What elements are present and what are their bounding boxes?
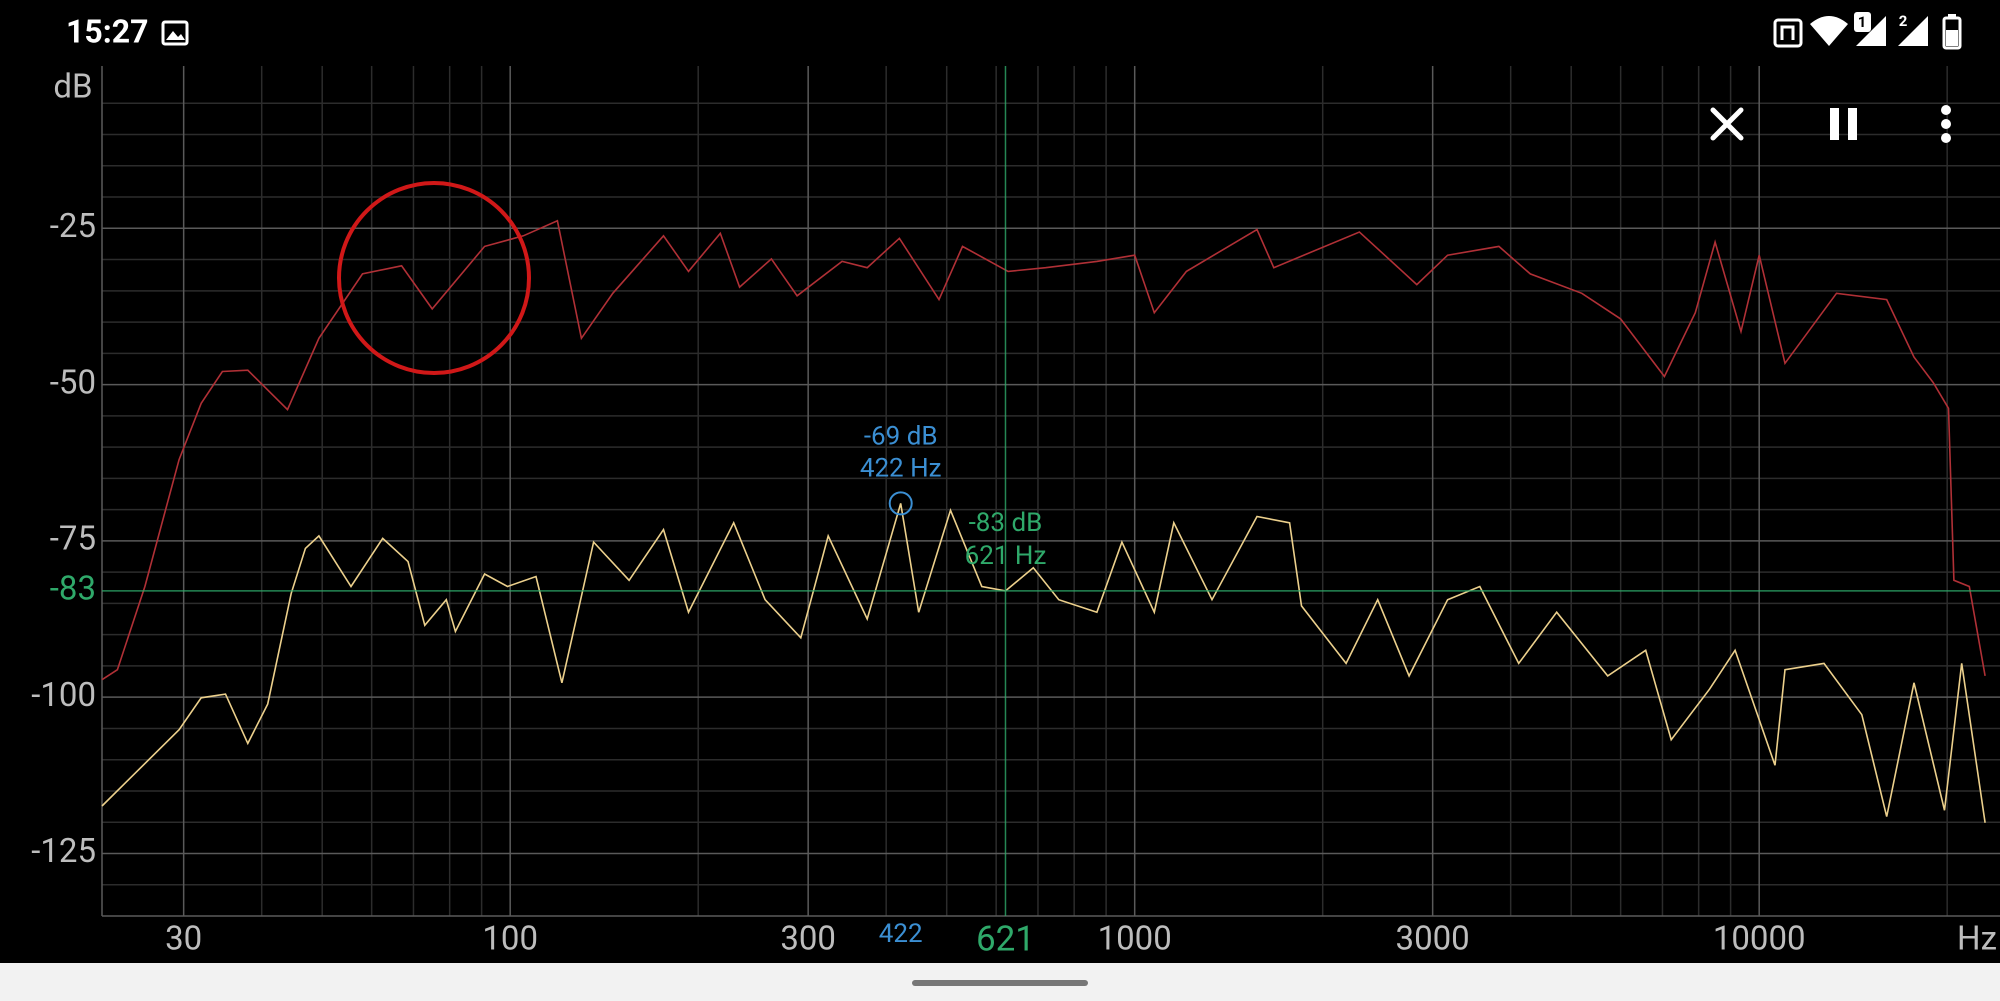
y-tick-label: -50	[50, 363, 96, 402]
nfc-icon	[1773, 18, 1803, 48]
wifi-icon	[1810, 16, 1848, 46]
y-tick-label: -25	[50, 207, 96, 246]
x-axis-label: Hz	[1957, 920, 1997, 959]
cursor-x-label: 621	[976, 918, 1035, 959]
background	[0, 0, 2000, 963]
sim-badge-text: 2	[1899, 12, 1908, 30]
cursor-db-label: -83 dB	[969, 508, 1043, 538]
peak-hz-label: 422 Hz	[860, 453, 942, 483]
signal-icon-2	[1898, 16, 1928, 46]
sim-badge	[1854, 12, 1871, 32]
sim-badge-text: 1	[1858, 13, 1867, 31]
peak-marker	[888, 491, 913, 516]
annotation-circle	[337, 181, 531, 375]
spectrum-line	[101, 219, 1986, 681]
y-axis-label: dB	[53, 68, 92, 107]
spectrum-line	[101, 503, 1986, 823]
status-time: 15:27	[66, 12, 148, 50]
home-handle[interactable]	[912, 980, 1088, 986]
signal-icon-1	[1856, 16, 1886, 46]
peak-x-label: 422	[879, 919, 923, 949]
battery-icon	[1942, 14, 1962, 50]
peak-db-label: -69 dB	[864, 421, 938, 451]
y-tick-label: -100	[31, 676, 96, 715]
close-button[interactable]	[1710, 107, 1744, 141]
x-tick-label: 100	[482, 920, 538, 959]
pause-button[interactable]	[1830, 108, 1857, 140]
plot: -25 -50 -75 -100 -125 30 100 300 1000 3000 10000 dB…	[31, 66, 2000, 959]
x-tick-label: 1000	[1098, 920, 1172, 959]
y-tick-label: -125	[31, 832, 96, 871]
x-tick-label: 10000	[1713, 920, 1806, 959]
cursor-y-label: -83	[50, 570, 96, 609]
y-tick-label: -75	[50, 520, 96, 559]
gallery-icon	[161, 20, 189, 46]
menu-button[interactable]	[1941, 105, 1951, 143]
x-tick-label: 3000	[1396, 920, 1470, 959]
x-tick-label: 300	[780, 920, 836, 959]
x-tick-label: 30	[165, 920, 202, 959]
cursor-hz-label: 621 Hz	[965, 541, 1047, 571]
